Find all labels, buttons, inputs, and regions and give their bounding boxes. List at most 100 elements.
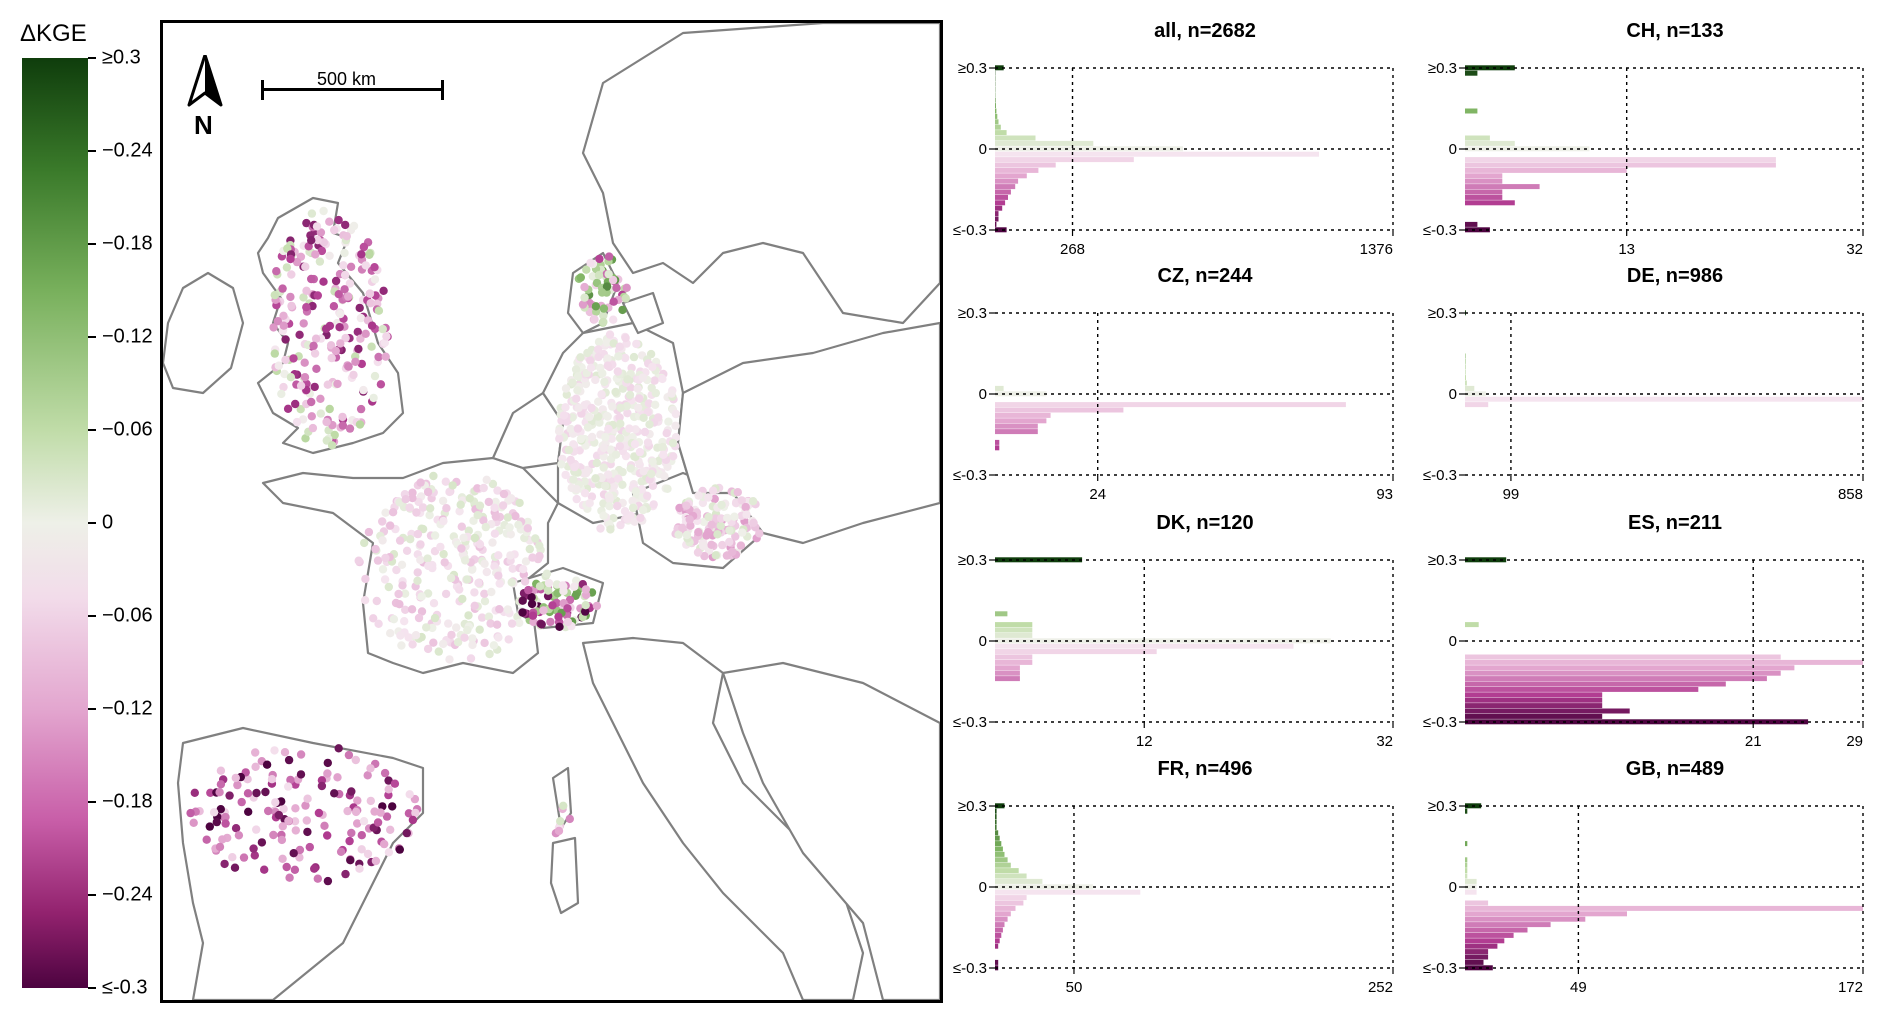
station-point <box>669 452 678 461</box>
station-point <box>388 508 398 517</box>
station-point <box>495 605 504 614</box>
station-point <box>728 547 737 557</box>
y-tick-label: 0 <box>979 879 987 896</box>
station-point <box>251 762 260 771</box>
histogram-bar <box>995 649 1157 655</box>
histogram-bar <box>1465 380 1467 386</box>
station-point <box>658 374 667 384</box>
histogram-bar <box>995 862 1011 868</box>
station-point <box>601 433 610 442</box>
station-point <box>603 361 612 370</box>
station-point <box>480 559 489 568</box>
station-point <box>568 378 577 387</box>
station-point <box>462 575 472 584</box>
y-tick-label: ≤-0.3 <box>1423 222 1457 239</box>
station-point <box>523 517 532 527</box>
station-point <box>359 242 369 252</box>
station-point <box>386 825 395 834</box>
station-point <box>280 748 290 757</box>
station-point <box>291 826 300 835</box>
station-point <box>505 523 514 532</box>
histogram-bar <box>995 846 1003 852</box>
station-point <box>414 497 423 507</box>
station-point <box>599 304 609 313</box>
station-point <box>372 596 381 606</box>
histogram-bar <box>1465 391 1486 397</box>
station-point <box>602 338 612 347</box>
histogram-bar <box>995 808 997 814</box>
station-point <box>457 522 466 531</box>
histogram-bar <box>1465 140 1515 146</box>
histogram-bar <box>1465 162 1776 168</box>
station-point <box>594 271 604 280</box>
station-point <box>595 254 604 264</box>
station-point <box>593 412 603 421</box>
station-point <box>334 290 343 299</box>
station-point <box>370 371 380 381</box>
x-tick-label: 13 <box>1618 241 1635 258</box>
station-point <box>370 263 379 272</box>
station-point <box>243 789 253 798</box>
histogram-bar <box>1465 681 1726 687</box>
histogram-title: DE, n=986 <box>1626 265 1724 287</box>
histogram-bar <box>995 878 1043 884</box>
station-point <box>344 292 353 301</box>
station-point <box>625 390 635 400</box>
station-point <box>357 359 366 369</box>
station-point <box>468 634 477 643</box>
station-point <box>347 787 356 796</box>
histogram-bar <box>995 167 1039 173</box>
station-point <box>531 534 540 543</box>
station-point <box>439 639 448 649</box>
station-point <box>542 569 552 578</box>
station-point <box>313 874 322 883</box>
station-point <box>629 352 639 362</box>
station-point <box>365 289 375 298</box>
station-point <box>573 386 582 395</box>
station-point <box>347 828 356 838</box>
station-point <box>316 394 325 403</box>
station-point <box>310 382 319 392</box>
station-point <box>376 380 386 389</box>
station-point <box>618 467 627 477</box>
station-point <box>388 802 397 811</box>
station-point <box>590 315 599 324</box>
histogram-bar <box>995 103 996 109</box>
station-point <box>742 510 751 519</box>
station-point <box>296 381 306 390</box>
station-point <box>323 831 332 840</box>
map[interactable] <box>160 20 943 1003</box>
colorbar-tick-label: −0.12 <box>102 325 153 348</box>
x-tick-label: 32 <box>1376 733 1393 750</box>
station-point <box>621 353 630 363</box>
station-point <box>366 796 375 806</box>
station-point <box>330 225 339 235</box>
histogram-bar <box>1465 808 1468 814</box>
station-point <box>361 574 370 584</box>
station-point <box>286 373 296 382</box>
histogram-bar <box>1465 622 1479 628</box>
station-point <box>302 286 311 295</box>
station-point <box>401 495 410 504</box>
station-point <box>374 619 383 628</box>
station-point <box>267 775 277 784</box>
station-point <box>748 497 758 506</box>
station-point <box>430 531 440 540</box>
station-point <box>413 576 422 585</box>
station-point <box>623 514 632 524</box>
east-europe <box>676 321 940 545</box>
station-point <box>380 575 390 584</box>
station-point <box>404 809 414 818</box>
station-point <box>582 265 591 274</box>
station-point <box>643 491 652 500</box>
station-point <box>438 496 448 506</box>
station-point <box>314 808 324 818</box>
station-point <box>278 854 287 863</box>
station-point <box>539 606 548 615</box>
histogram-bar <box>995 873 1027 879</box>
histogram-title: CH, n=133 <box>1626 20 1724 42</box>
station-point <box>632 339 641 349</box>
station-point <box>583 348 592 358</box>
station-point <box>523 524 532 533</box>
station-point <box>326 341 336 350</box>
